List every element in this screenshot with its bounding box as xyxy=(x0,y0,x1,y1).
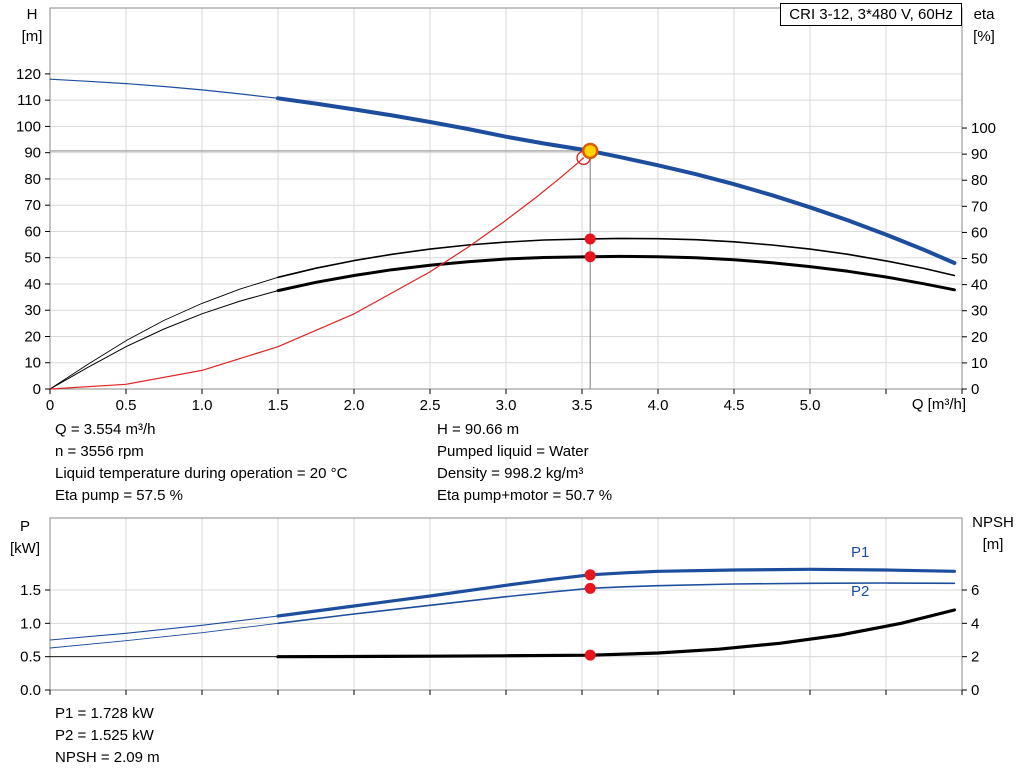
annotation-eta-pump: Eta pump = 57.5 % xyxy=(55,487,183,504)
x-tick-label: 2.5 xyxy=(420,397,441,414)
left-tick-label: 0.5 xyxy=(20,649,41,666)
npsh-axis-name: NPSH xyxy=(972,514,1014,531)
duty-dot xyxy=(584,649,596,661)
right-tick-label: 6 xyxy=(971,582,979,599)
duty-dot xyxy=(584,233,596,245)
x-tick-label: 3.0 xyxy=(496,397,517,414)
right-tick-label: 0 xyxy=(971,682,979,699)
npsh-axis-unit: [m] xyxy=(982,536,1004,553)
curve-head xyxy=(276,96,957,265)
annotation-flow: Q = 3.554 m³/h xyxy=(55,421,156,438)
power-axis-name: P xyxy=(19,518,30,535)
power-axis-unit: [kW] xyxy=(10,540,40,557)
curve-eta-pump-motor-thin xyxy=(49,290,279,390)
left-tick-label: 1.0 xyxy=(20,615,41,632)
right-tick-label: 60 xyxy=(971,224,988,241)
right-tick-label: 40 xyxy=(971,277,988,294)
curve-P2-thin xyxy=(49,622,279,649)
eta-axis-unit: [%] xyxy=(973,28,995,45)
left-tick-label: 0 xyxy=(33,381,41,398)
left-tick-label: 80 xyxy=(24,171,41,188)
annotation-p1: P1 = 1.728 kW xyxy=(55,705,154,722)
left-tick-label: 120 xyxy=(16,66,41,83)
right-tick-label: 4 xyxy=(971,615,979,632)
left-tick-label: 20 xyxy=(24,328,41,345)
duty-dot xyxy=(584,251,596,263)
curve-system-curve xyxy=(49,157,585,390)
duty-dot xyxy=(584,569,596,581)
x-tick-label: 4.5 xyxy=(724,397,745,414)
left-tick-label: 10 xyxy=(24,355,41,372)
right-tick-label: 100 xyxy=(971,120,996,137)
x-tick-label: 5.0 xyxy=(800,397,821,414)
p2-curve-label: P2 xyxy=(851,583,870,600)
annotation-p2: P2 = 1.525 kW xyxy=(55,727,154,744)
x-tick-label: 1.5 xyxy=(268,397,289,414)
annotation-speed: n = 3556 rpm xyxy=(55,443,144,460)
left-tick-label: 90 xyxy=(24,145,41,162)
curve-head-thin xyxy=(49,78,279,99)
duty-dot xyxy=(584,582,596,594)
annotation-eta-pump-motor: Eta pump+motor = 50.7 % xyxy=(437,487,613,504)
power-axis-label: P [kW] xyxy=(2,516,48,560)
right-tick-label: 2 xyxy=(971,649,979,666)
annotation-head: H = 90.66 m xyxy=(437,421,520,438)
eta-axis-name: eta xyxy=(973,6,995,23)
p1-curve-label: P1 xyxy=(851,544,870,561)
x-tick-label: 4.0 xyxy=(648,397,669,414)
x-tick-label: 1.0 xyxy=(192,397,213,414)
left-tick-label: 110 xyxy=(17,92,41,109)
x-tick-label: 3.5 xyxy=(572,397,593,414)
left-tick-label: 0.0 xyxy=(20,682,41,699)
annotation-npsh: NPSH = 2.09 m xyxy=(55,749,160,766)
right-tick-label: 80 xyxy=(971,172,988,189)
left-tick-label: 40 xyxy=(24,276,41,293)
head-axis-name: H xyxy=(26,6,38,23)
head-axis-unit: [m] xyxy=(21,28,43,45)
pump-title-box: CRI 3-12, 3*480 V, 60Hz xyxy=(780,3,962,26)
curve-P1 xyxy=(276,567,957,618)
curve-eta-pump-thin xyxy=(49,276,279,390)
curve-eta-pump-motor xyxy=(276,254,956,293)
left-tick-label: 30 xyxy=(24,302,41,319)
left-tick-label: 50 xyxy=(24,250,41,267)
curve-eta-pump xyxy=(277,237,956,279)
npsh-axis-label: NPSH [m] xyxy=(966,512,1020,556)
curve-NPSH xyxy=(276,608,957,659)
head-axis-label: H [m] xyxy=(12,4,52,48)
right-tick-label: 20 xyxy=(971,329,988,346)
duty-annotations-left: Q = 3.554 m³/h n = 3556 rpm Liquid tempe… xyxy=(55,419,347,507)
annotation-liquid-temperature: Liquid temperature during operation = 20… xyxy=(55,465,348,482)
left-tick-label: 1.5 xyxy=(20,582,41,599)
x-tick-label: 2.0 xyxy=(344,397,365,414)
right-tick-label: 10 xyxy=(971,355,988,372)
right-tick-label: 0 xyxy=(971,381,979,398)
annotation-pumped-liquid: Pumped liquid = Water xyxy=(437,443,589,460)
right-tick-label: 90 xyxy=(971,146,988,163)
left-tick-label: 70 xyxy=(24,197,41,214)
power-annotations: P1 = 1.728 kW P2 = 1.525 kW NPSH = 2.09 … xyxy=(55,703,160,769)
annotation-density: Density = 998.2 kg/m³ xyxy=(437,465,584,482)
right-tick-label: 50 xyxy=(971,251,988,268)
curve-P1-thin xyxy=(49,615,279,641)
left-tick-label: 60 xyxy=(24,223,41,240)
right-tick-label: 70 xyxy=(971,198,988,215)
operating-point[interactable] xyxy=(581,142,599,160)
curve-P2 xyxy=(277,582,956,625)
left-tick-label: 100 xyxy=(16,118,41,135)
duty-annotations-right: H = 90.66 m Pumped liquid = Water Densit… xyxy=(437,419,612,507)
right-tick-label: 30 xyxy=(971,303,988,320)
flow-axis-label: Q [m³/h] xyxy=(911,396,966,413)
eta-axis-label: eta [%] xyxy=(961,4,1007,48)
x-tick-label: 0.5 xyxy=(116,397,137,414)
x-tick-label: 0 xyxy=(46,397,54,414)
